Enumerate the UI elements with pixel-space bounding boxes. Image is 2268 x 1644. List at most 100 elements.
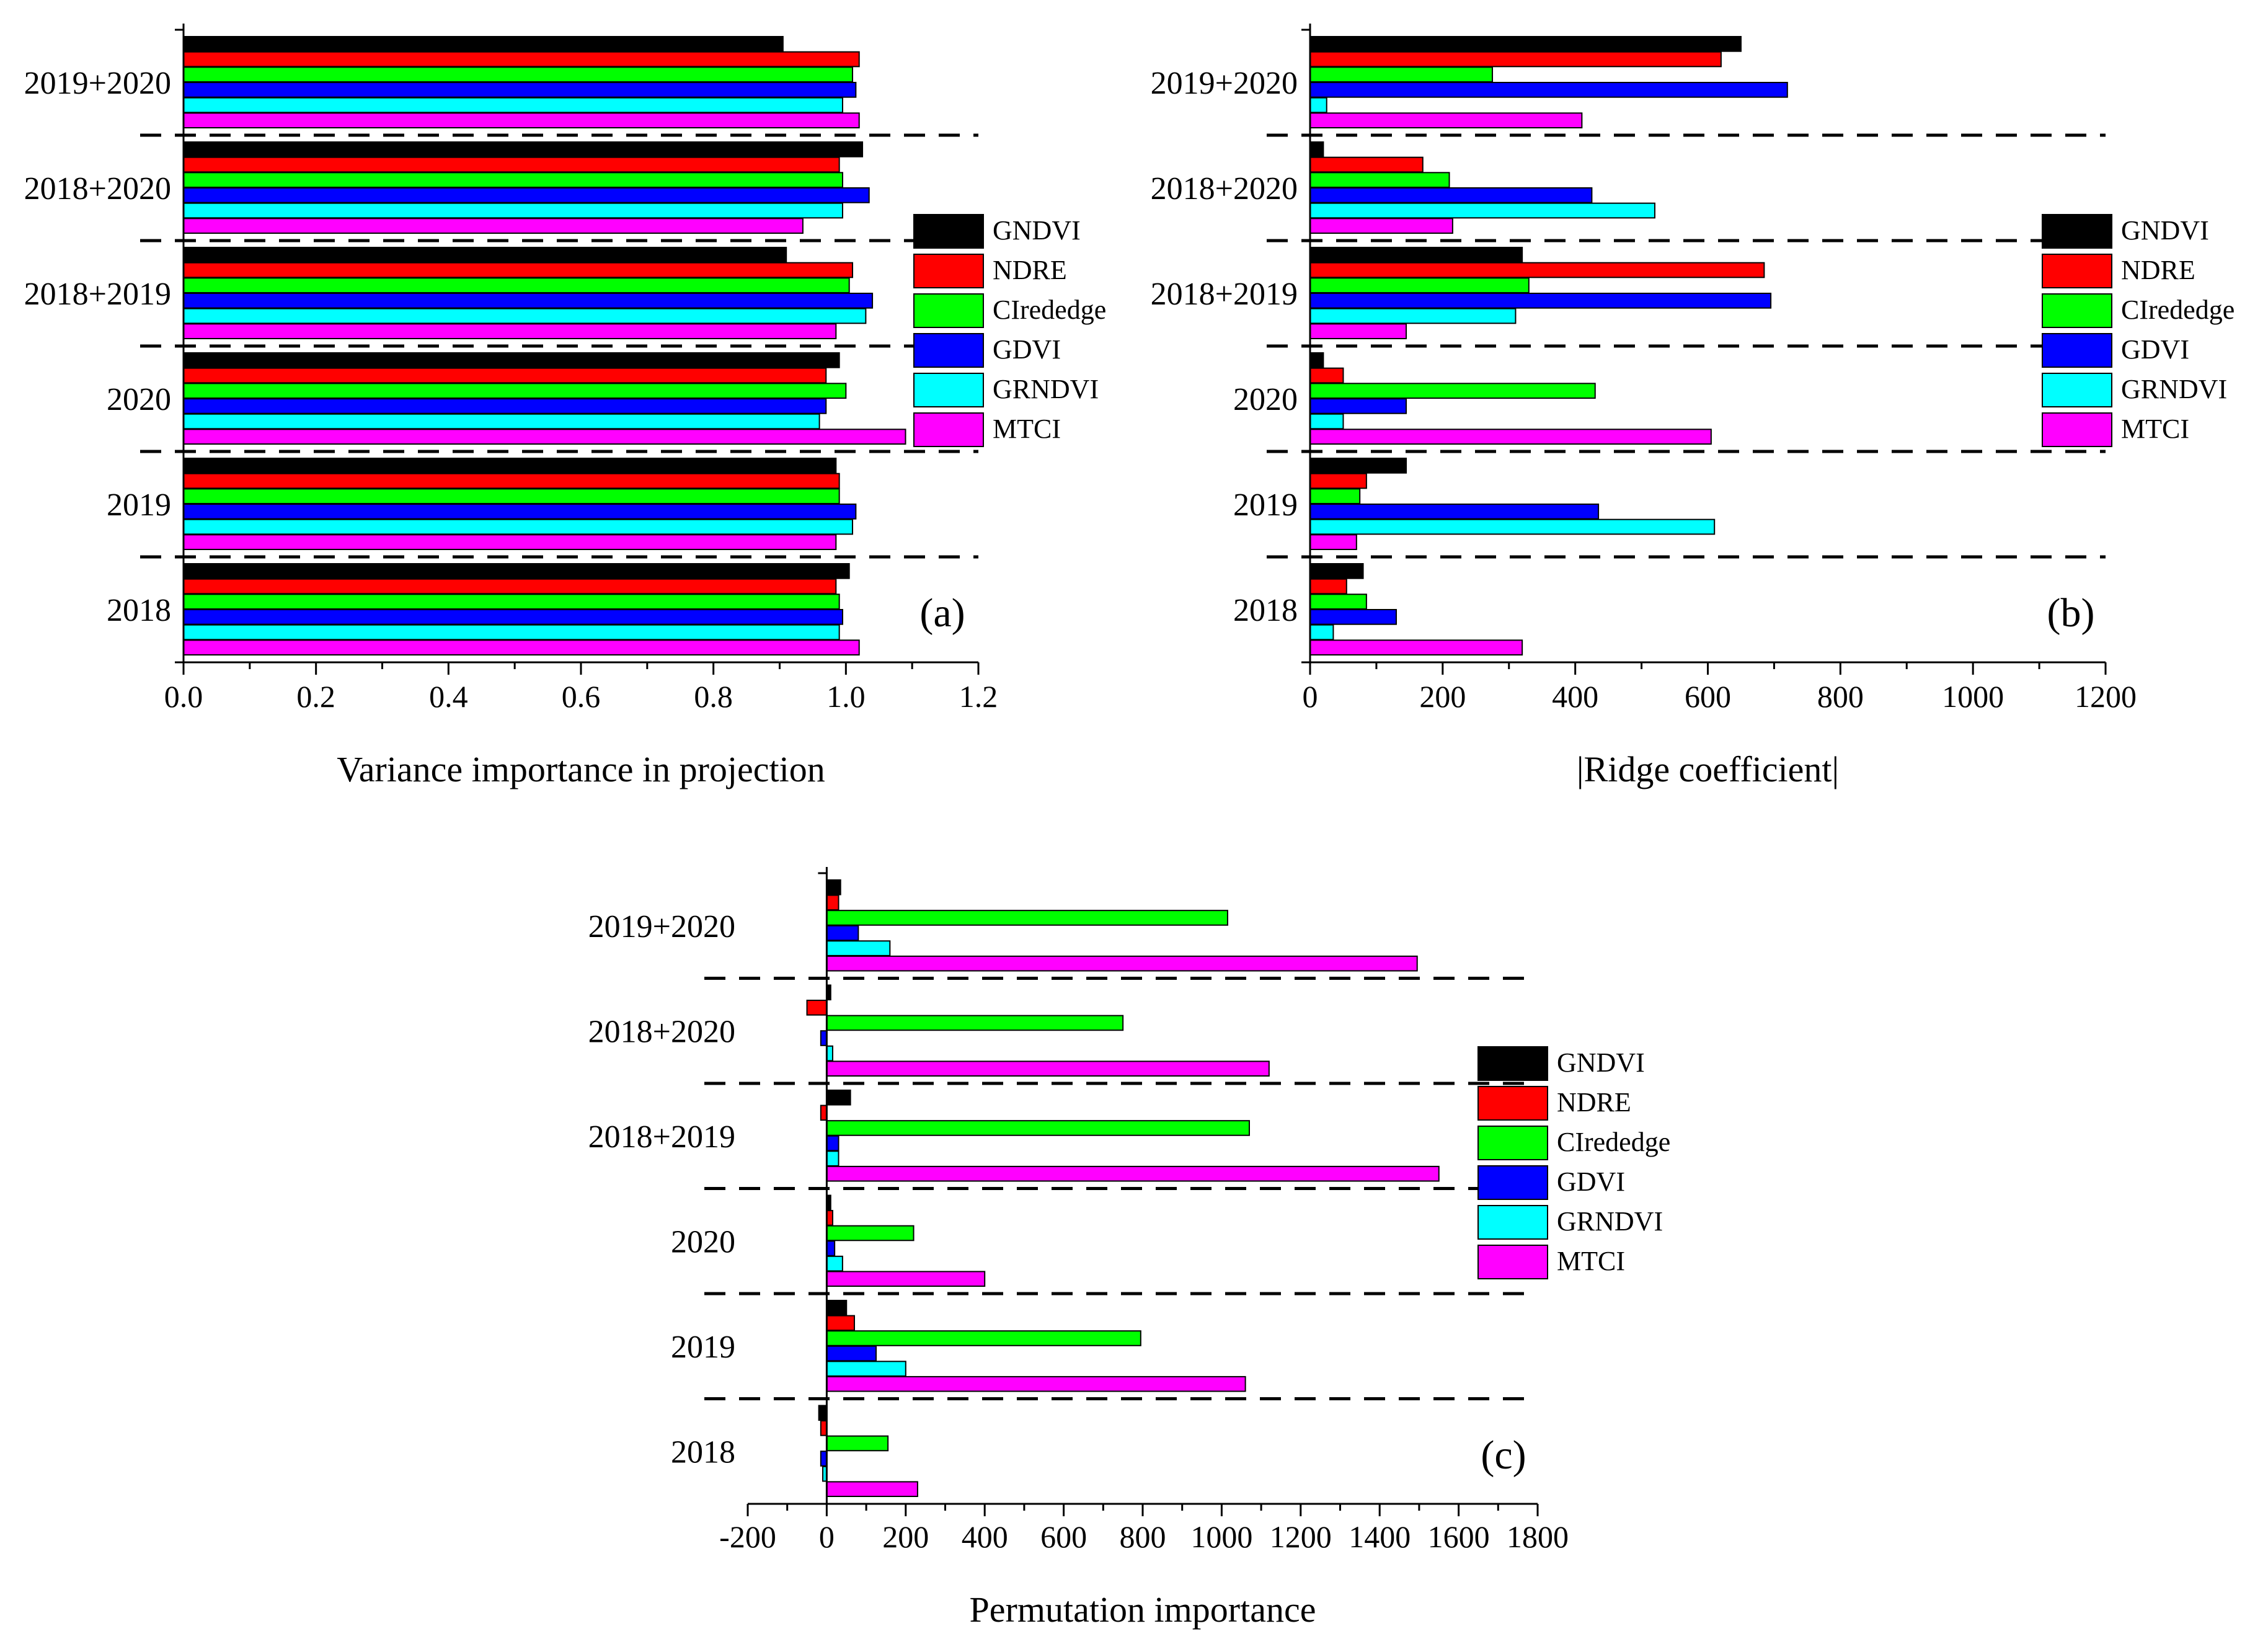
panel-c-bar-2019-2020-cirededge [826,910,1228,926]
panel-a-bar-2020-gdvi [183,398,827,414]
panel-b-bar-2019-2020-ndre [1309,51,1722,68]
panel-a-bar-2018-2020-ndre [183,156,840,173]
panel-a-bar-2019-ndre [183,473,840,489]
panel-a-category-label-2018-2020: 2018+2020 [24,171,171,207]
panel-c-legend-label-grndvi: GRNDVI [1557,1206,1663,1237]
panel-b-x-tick-label-600: 600 [1685,679,1731,714]
panel-a-x-tick-label-1-0: 1.0 [826,679,866,714]
panel-a-legend: GNDVI NDRE CIrededge GDVI GRNDVI MTCI [913,214,1106,447]
panel-a-category-label-2020: 2020 [107,382,171,417]
panel-a-bar-2019-2020-ndre [183,51,860,68]
panel-c-legend-swatch-mtci [1477,1245,1548,1279]
panel-a-bar-2018-2019-mtci [183,323,837,339]
panel-b-category-label-2018-2019: 2018+2019 [1151,277,1298,312]
panel-a-x-tick-label-0-6: 0.6 [562,679,601,714]
panel-c-bar-2019-mtci [826,1375,1246,1392]
panel-a-bar-2020-grndvi [183,413,820,430]
panel-c-bar-2019-2020-mtci [826,955,1418,972]
panel-a-bar-2019-2020-gndvi [183,36,784,52]
panel-b-bar-2018-2020-mtci [1309,218,1453,234]
panel-a-bar-2018-2020-gndvi [183,141,864,158]
panel-b-bar-2019-grndvi [1309,518,1716,535]
panel-b-bar-2018-grndvi [1309,624,1334,641]
panel-a-x-tick-label-0-8: 0.8 [694,679,733,714]
panel-a-x-tick-label-1-2: 1.2 [959,679,998,714]
panel-c-x-tick-label-800: 800 [1120,1519,1166,1554]
panel-a-category-label-2018-2019: 2018+2019 [24,277,171,312]
panel-c-legend-label-ndre: NDRE [1557,1087,1631,1117]
panel-a: 2019+2020 2018+2020 2018+2019 2020 2019 2018 0… [24,24,1106,789]
panel-b-bar-2018-2020-cirededge [1309,172,1450,189]
panel-c-bar-2018-2019-cirededge [826,1120,1250,1136]
panel-c-bar-2019-2020-gndvi [826,879,841,895]
panel-c-category-label-2020: 2020 [671,1224,735,1260]
panel-b-legend-label-grndvi: GRNDVI [2121,374,2227,404]
panel-b-legend-swatch-gdvi [2042,333,2112,368]
panel-a-bar-2019-mtci [183,534,837,550]
panel-a-bar-2018-2020-mtci [183,218,804,234]
panel-b-x-tick-label-800: 800 [1817,679,1864,714]
panel-b-x-tick-label-0: 0 [1303,679,1318,714]
panel-c-bar-2019-2020-gdvi [826,925,859,941]
panel-b-x-tick-label-200: 200 [1419,679,1466,714]
panel-b-bar-2019-2020-gdvi [1309,82,1788,98]
panel-a-legend-label-cirededge: CIrededge [993,295,1106,325]
panel-b-legend-label-cirededge: CIrededge [2121,295,2235,325]
panel-a-x-tick-label-0-2: 0.2 [296,679,335,714]
panel-a-bar-2018-ndre [183,578,837,595]
panel-b-bar-2018-2019-mtci [1309,323,1407,339]
panel-b-bar-2020-grndvi [1309,413,1344,430]
panel-a-category-label-2018: 2018 [107,593,171,628]
panel-c-category-label-2019-2020: 2019+2020 [588,909,735,944]
panel-b-legend-label-gdvi: GDVI [2121,334,2189,365]
panel-c-bar-2018-2019-gndvi [826,1090,851,1106]
panel-c-x-tick-label-400: 400 [962,1519,1008,1554]
panel-a-bar-2018-gndvi [183,563,850,579]
panel-b-bar-2018-2019-cirededge [1309,277,1530,294]
panel-b-bar-2018-2020-grndvi [1309,202,1655,219]
panel-b-category-label-2019: 2019 [1233,487,1298,523]
panel-b-x-tick-label-1000: 1000 [1942,679,2004,714]
panel-c-bar-2019-2020-grndvi [826,940,891,956]
panel-c-x-tick-label-1600: 1600 [1428,1519,1490,1554]
panel-a-bar-2019-grndvi [183,518,854,535]
panel-c-bar-2018-gndvi [818,1405,828,1421]
panel-b-x-axis-title: |Ridge coefficient| [1577,749,1839,789]
panel-a-bar-2018-grndvi [183,624,840,641]
panel-a-x-tick-label-0-4: 0.4 [429,679,468,714]
panel-b-bar-2019-gndvi [1309,458,1407,474]
panel-c-bar-2018-2019-mtci [826,1165,1440,1182]
panel-a-bar-2018-2020-grndvi [183,202,843,219]
panel-a-tag: (a) [919,590,965,636]
panel-c-x-tick-label-1200: 1200 [1270,1519,1332,1554]
panel-b-bar-2019-2020-grndvi [1309,97,1327,113]
panel-c-legend-swatch-grndvi [1477,1205,1548,1240]
panel-a-bar-2020-gndvi [183,352,840,368]
panel-b-legend-swatch-gndvi [2042,214,2112,249]
panel-a-bar-2019-2020-mtci [183,112,860,128]
panel-a-legend-swatch-mtci [913,412,984,447]
panel-a-legend-swatch-ndre [913,254,984,288]
panel-b-bar-2018-2019-gdvi [1309,293,1772,309]
panel-a-bar-2019-2020-cirededge [183,66,854,83]
panel-c-x-tick-label-200: 200 [882,1519,929,1554]
panel-c-legend-swatch-ndre [1477,1086,1548,1121]
panel-c-bar-2018-2019-grndvi [826,1150,839,1166]
panel-b-bar-2020-gdvi [1309,398,1407,414]
panel-b-bar-2020-ndre [1309,367,1344,384]
panel-b-bar-2019-mtci [1309,534,1357,550]
panel-c-x-tick-label-1800: 1800 [1507,1519,1569,1554]
panel-c-legend-label-gdvi: GDVI [1557,1166,1625,1197]
panel-c-x-tick-label-0: 0 [819,1519,835,1554]
panel-a-bar-2018-2019-grndvi [183,308,867,324]
panel-c-category-label-2018: 2018 [671,1434,735,1470]
panel-b: 2019+2020 2018+2020 2018+2019 2020 2019 2018 0… [1151,24,2235,789]
panel-a-bar-2018-mtci [183,639,860,656]
panel-b-category-label-2019-2020: 2019+2020 [1151,66,1298,101]
panel-c-bar-2020-grndvi [826,1255,843,1272]
panel-b-bar-2018-2019-grndvi [1309,308,1517,324]
panel-b-legend-swatch-ndre [2042,254,2112,288]
panel-c-bar-2019-2020-ndre [826,894,839,911]
panel-b-tag: (b) [2047,590,2095,636]
